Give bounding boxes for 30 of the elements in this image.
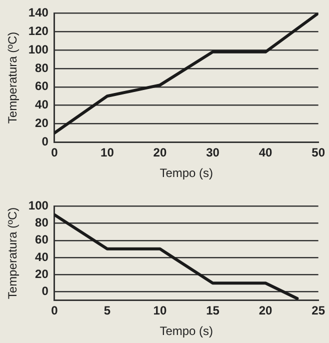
y-tick-label: 40 — [35, 98, 49, 112]
x-tick-label: 5 — [104, 304, 111, 318]
x-tick-label: 10 — [100, 146, 114, 160]
y-tick-label: 0 — [42, 284, 49, 298]
y-tick-label: 100 — [28, 198, 49, 213]
x-tick-label: 20 — [153, 146, 167, 160]
y-tick-label: 80 — [35, 216, 49, 230]
y-axis-title: Temperatura (ºC) — [6, 207, 20, 300]
y-tick-label: 60 — [35, 79, 49, 94]
x-tick-label: 15 — [206, 304, 220, 318]
x-tick-label: 25 — [312, 304, 326, 318]
x-tick-label: 50 — [312, 146, 326, 160]
y-tick-label: 40 — [35, 250, 49, 264]
x-tick-label: 40 — [258, 146, 273, 160]
x-tick-label: 30 — [206, 146, 220, 160]
y-tick-label: 20 — [35, 266, 49, 281]
x-tick-label: 20 — [258, 304, 273, 318]
y-axis-title: Temperatura (ºC) — [6, 32, 20, 124]
y-tick-label: 80 — [35, 60, 49, 75]
y-tick-label: 140 — [28, 6, 49, 20]
y-tick-label: 100 — [28, 42, 49, 56]
x-tick-label: 0 — [51, 304, 58, 318]
x-axis-title: Tempo (s) — [160, 166, 214, 180]
x-tick-label: 0 — [51, 146, 58, 160]
y-tick-label: 0 — [42, 134, 49, 149]
y-tick-label: 120 — [28, 24, 49, 38]
x-axis-title: Tempo (s) — [160, 324, 214, 338]
y-tick-label: 20 — [35, 116, 49, 130]
x-tick-label: 10 — [153, 304, 167, 318]
y-tick-label: 60 — [35, 232, 49, 247]
